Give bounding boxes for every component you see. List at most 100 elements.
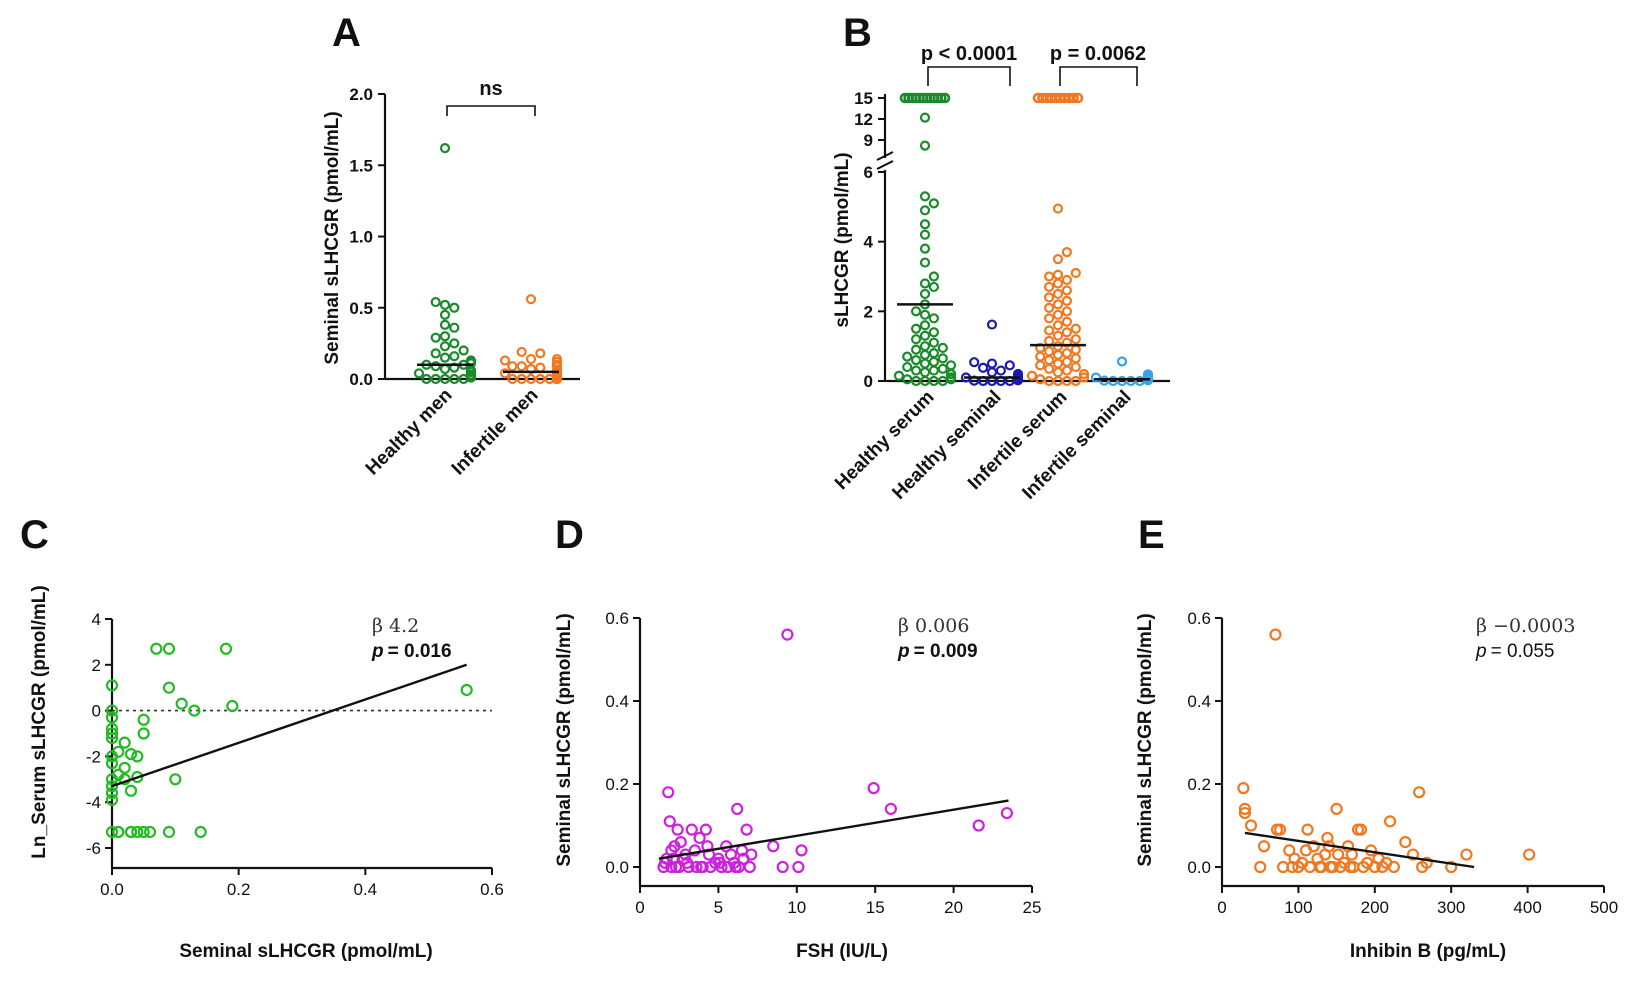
panel-e-point (1345, 848, 1358, 861)
panel-c-point (124, 825, 138, 839)
panel-b-point (1070, 323, 1081, 334)
panel-d-point (731, 802, 744, 816)
panel-c-point (131, 825, 144, 839)
panel-b-point (910, 365, 922, 376)
panel-d-point (884, 802, 897, 816)
panel-a-point (439, 299, 451, 310)
panel-d-point (745, 848, 758, 861)
panel-e-x-tick-label: 500 (1590, 898, 1618, 917)
panel-b-point (1061, 327, 1073, 338)
panel-c-fit-line (111, 663, 468, 788)
panel-c-point (460, 683, 473, 697)
panel-b-bracket-2 (1059, 66, 1138, 86)
panel-e-p-value: = 0.055 (1491, 641, 1555, 662)
panel-a-point (421, 373, 432, 385)
panel-b-point (919, 205, 931, 216)
panel-b-point (1052, 367, 1064, 378)
panel-e-point (1283, 844, 1296, 857)
panel-a-y-tick-label: 0.5 (349, 299, 373, 318)
panel-b-point (1043, 271, 1055, 282)
panel-b-point (910, 323, 922, 334)
panel-b-point (928, 271, 940, 282)
panel-d-x-tick-label: 10 (787, 898, 806, 917)
panel-b-point (1043, 302, 1055, 313)
panel-b-point (1078, 368, 1090, 380)
panel-e-point (1354, 823, 1368, 836)
panel-a-bracket (446, 105, 536, 116)
panel-b-point (1052, 330, 1064, 341)
panel-a-point (430, 348, 441, 359)
panel-b-point (1061, 337, 1073, 348)
panel-d-x-tick-label: 0 (635, 898, 644, 917)
panel-b-point (910, 334, 922, 345)
panel-e-x-tick-label: 200 (1361, 898, 1389, 917)
panel-b-point (910, 355, 922, 366)
panel-a-annotation: ns (479, 78, 502, 100)
panel-e-point (1387, 860, 1401, 874)
panel-a-category-label: Infertile men (448, 385, 543, 480)
panel-a-y-tick-label: 1.0 (349, 228, 373, 247)
panel-c-x-tick-label: 0.4 (354, 880, 378, 899)
panel-d-axes (638, 618, 1032, 888)
panel-d-y-tick-label: 0.4 (605, 692, 629, 711)
panel-e: E 0 100 200 300 400 500 0.0 0.2 0.4 0.6 β −0.0003… (1135, 513, 1618, 962)
panel-c-beta: β 4.2 (372, 615, 419, 637)
panel-d-point (776, 860, 789, 874)
panel-b-point (939, 92, 951, 104)
panel-d-point (792, 860, 805, 874)
panel-c: C 0.0 0.2 0.4 0.6 -6 -4 -2 0 2 4 β 4.2 p = 0.016 S… (20, 513, 504, 962)
panel-b-point (1070, 361, 1081, 373)
panel-b-means (897, 303, 1150, 381)
panel-d-point (767, 840, 780, 853)
panel-c-point (105, 679, 119, 692)
panel-c-y-label: Ln_Serum sLHCGR (pmol/mL) (29, 585, 50, 858)
panel-c-points (105, 642, 473, 839)
panel-c-point (143, 825, 157, 839)
panel-b-point (1035, 351, 1046, 362)
panel-d-p: p = 0.009 (897, 641, 978, 662)
panel-b-point (919, 278, 931, 289)
panel-a-point (535, 362, 546, 373)
panel-d-point (729, 860, 742, 874)
panel-a-point (525, 294, 537, 305)
panel-b-points (893, 92, 1154, 387)
panel-d-point (663, 815, 676, 828)
panel-a-point (449, 338, 460, 349)
panel-b-point (919, 358, 931, 369)
panel-c-point (137, 825, 150, 839)
panel-b-point (937, 342, 948, 354)
panel-a-points (413, 143, 563, 385)
panel-b-point (1116, 356, 1128, 367)
panel-b-point (977, 362, 989, 373)
panel-d-regression-line (658, 799, 1009, 860)
panel-d-point (743, 860, 756, 874)
panel-c-point (124, 748, 138, 761)
panel-d-point (674, 835, 687, 849)
panel-d-point (1000, 806, 1014, 820)
panel-d-point (699, 823, 712, 836)
panel-b-point (919, 140, 931, 151)
panel-b-point (1052, 358, 1064, 369)
panel-b-point (1134, 375, 1145, 387)
panel-e-fit-line (1244, 831, 1475, 869)
panel-e-beta: β −0.0003 (1476, 615, 1575, 637)
panel-a-axes (383, 94, 580, 381)
panel-e-x-label: Inhibin B (pg/mL) (1350, 941, 1506, 962)
panel-e-point (1420, 856, 1433, 869)
panel-e-point (1523, 848, 1536, 861)
panel-b-point (1043, 355, 1055, 366)
panel-b-axes (876, 94, 1170, 383)
panel-c-point (105, 757, 119, 770)
panel-c-point (175, 697, 188, 710)
panel-e-p-label: p (1475, 641, 1487, 662)
panel-e-point (1237, 782, 1250, 795)
panel-e-point (1332, 848, 1345, 861)
panel-b-point (910, 306, 922, 317)
panel-b-point (919, 288, 931, 300)
panel-a-point (449, 351, 460, 362)
panel-e-ticks: 0 100 200 300 400 500 0.0 0.2 0.4 0.6 (1187, 609, 1618, 917)
panel-d-point (740, 823, 753, 836)
